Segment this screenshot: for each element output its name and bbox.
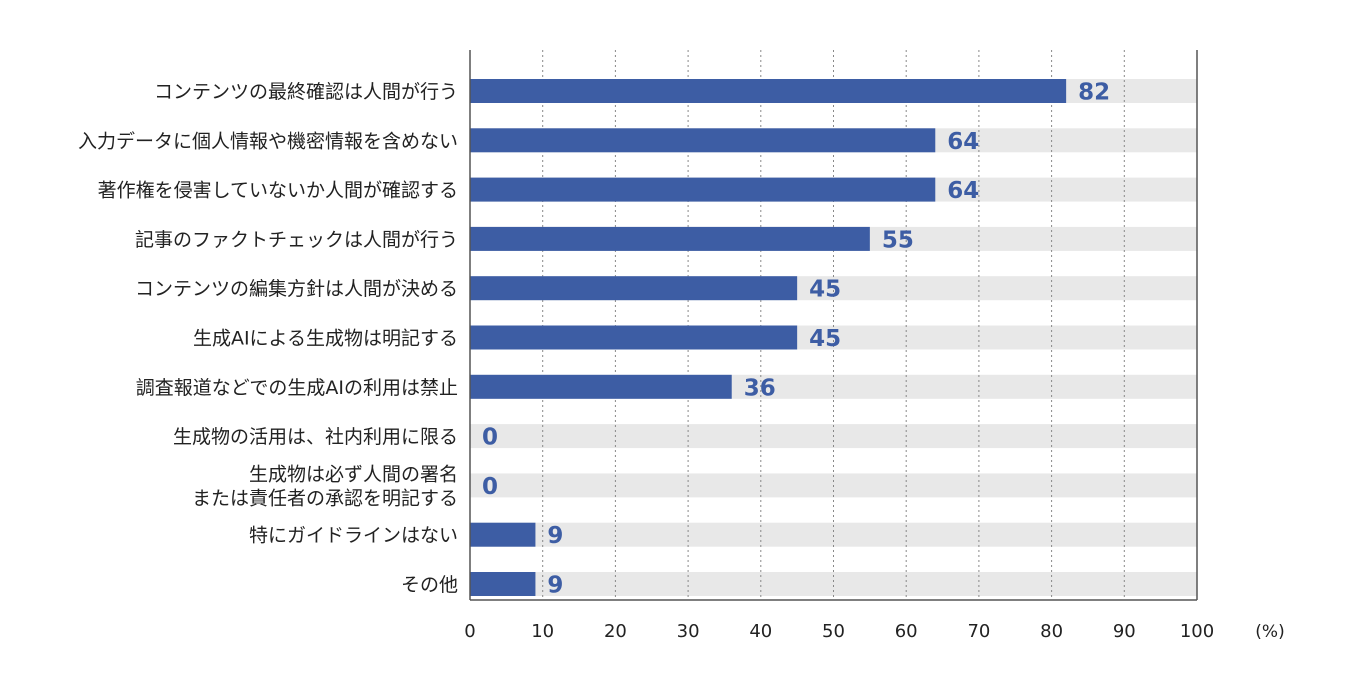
category-label: 著作権を侵害していないか人間が確認する: [98, 180, 458, 202]
value-label: 45: [809, 277, 841, 303]
x-tick-label: 90: [1113, 621, 1136, 642]
bar: [470, 325, 798, 350]
value-labels: 82 64 64 55 45 45 36 0 0 9 9: [482, 80, 1110, 599]
category-label: コンテンツの編集方針は人間が決める: [135, 278, 458, 300]
value-label: 36: [744, 375, 776, 401]
x-tick-label: 0: [464, 621, 475, 642]
bar: [470, 522, 536, 547]
bar: [470, 79, 1067, 103]
bar: [470, 226, 870, 251]
x-tick-label: 20: [604, 621, 627, 642]
bar: [470, 572, 536, 596]
x-axis-unit: (%): [1255, 622, 1284, 642]
bar: [470, 374, 732, 399]
x-tick-label: 10: [531, 621, 554, 642]
category-label: 特にガイドラインはない: [249, 525, 458, 547]
value-label: 0: [482, 474, 498, 500]
axes: [469, 50, 1198, 601]
value-label: 55: [882, 227, 914, 253]
value-label: 82: [1078, 80, 1110, 106]
x-tick-label: 60: [895, 621, 918, 642]
bar: [470, 276, 798, 301]
bars: [470, 79, 1067, 596]
category-label: 生成AIによる生成物は明記する: [193, 328, 458, 350]
value-label: 0: [482, 425, 498, 451]
x-tick-label: 80: [1040, 621, 1063, 642]
bar: [470, 128, 936, 153]
category-label: 入力データに個人情報や機密情報を含めない: [78, 130, 458, 152]
x-tick-labels: 0 10 20 30 40 50 60 70 80 90 100: [464, 621, 1214, 642]
value-label: 64: [947, 129, 979, 155]
x-tick-label: 30: [677, 621, 700, 642]
value-label: 45: [809, 326, 841, 352]
category-label: 記事のファクトチェックは人間が行う: [135, 229, 458, 251]
value-label: 9: [547, 523, 563, 549]
category-label: 生成物の活用は、社内利用に限る: [173, 426, 458, 448]
x-tick-label: 50: [822, 621, 845, 642]
x-tick-label: 70: [967, 621, 990, 642]
category-label: または責任者の承認を明記する: [192, 487, 458, 509]
value-label: 9: [547, 573, 563, 599]
value-label: 64: [947, 178, 979, 204]
category-label: コンテンツの最終確認は人間が行う: [154, 81, 458, 103]
bar: [470, 177, 936, 202]
x-tick-label: 100: [1180, 621, 1214, 642]
category-label: 生成物は必ず人間の署名: [249, 463, 458, 485]
category-labels: コンテンツの最終確認は人間が行う入力データに個人情報や機密情報を含めない著作権を…: [78, 81, 458, 596]
x-tick-label: 40: [749, 621, 772, 642]
category-label: 調査報道などでの生成AIの利用は禁止: [136, 377, 458, 399]
category-label: その他: [401, 574, 458, 596]
